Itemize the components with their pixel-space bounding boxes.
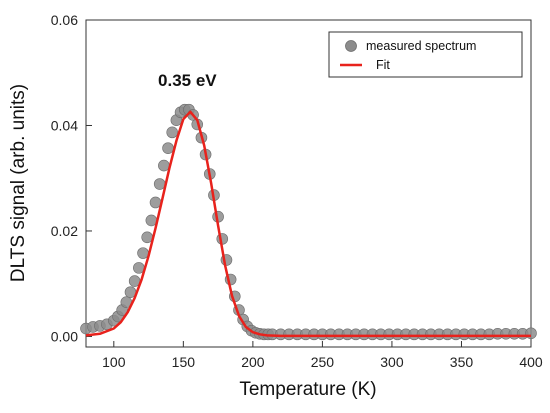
legend-box (328, 31, 523, 78)
measured-point (158, 159, 170, 172)
x-tick-label: 150 (172, 354, 196, 370)
measured-point (137, 247, 149, 259)
line-layer (85, 110, 531, 338)
ticks-layer: 100 150 200 250 300 350 400 0.00 0.02 0.04 0.06 (51, 12, 543, 370)
y-tick-label: 0.00 (51, 328, 78, 344)
y-tick-label: 0.06 (51, 12, 78, 28)
x-tick-label: 200 (241, 354, 265, 370)
x-tick-label: 300 (380, 354, 404, 370)
x-axis-title: Temperature (K) (239, 379, 376, 400)
plot-frame (85, 19, 532, 348)
peak-annotation: 0.35 eV (158, 71, 217, 90)
measured-point (153, 178, 166, 190)
measured-point (162, 142, 174, 154)
y-tick-label: 0.02 (51, 223, 78, 239)
legend-label-measured: measured spectrum (366, 39, 476, 53)
legend-marker-measured (345, 40, 357, 52)
legend-label-fit: Fit (376, 58, 390, 72)
y-axis-title: DLTS signal (arb. units) (8, 84, 29, 282)
measured-point (166, 126, 179, 139)
x-tick-label: 250 (311, 354, 335, 370)
scatter-layer (80, 103, 537, 341)
x-tick-label: 100 (102, 354, 126, 370)
x-tick-label: 350 (450, 354, 474, 370)
y-tick-label: 0.04 (51, 117, 78, 133)
fit-line (85, 110, 531, 338)
legend: measured spectrum Fit (328, 31, 523, 78)
x-tick-label: 400 (519, 354, 543, 370)
